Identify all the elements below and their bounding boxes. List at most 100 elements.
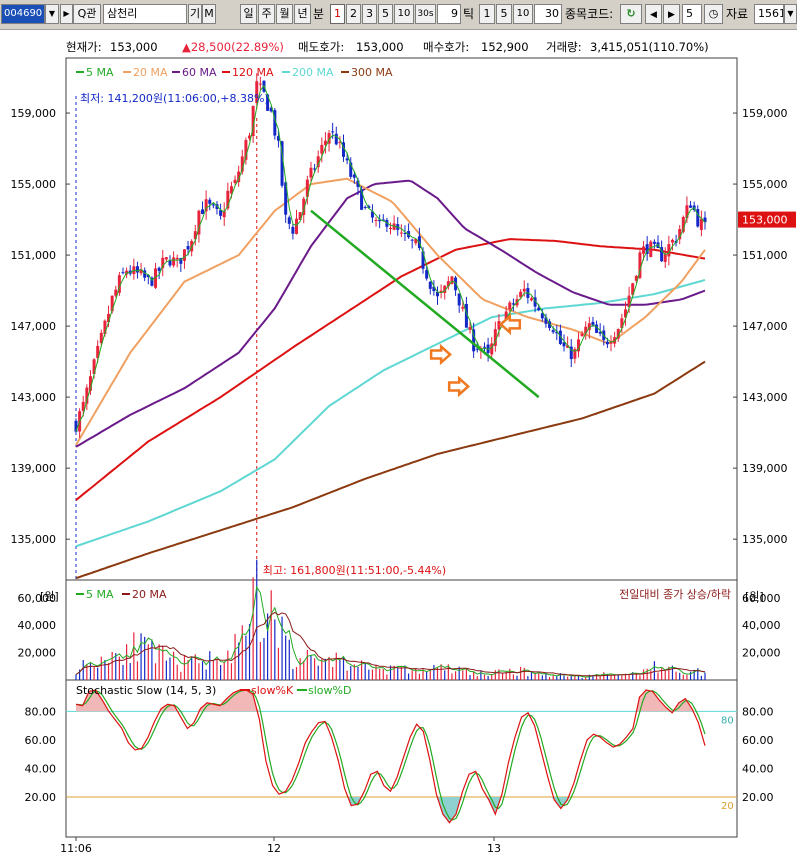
legend-label: 20 MA <box>133 66 168 79</box>
minute-10-button[interactable]: 10 <box>394 4 414 24</box>
period-day-button[interactable]: 일 <box>240 4 257 24</box>
candle-body <box>302 198 306 215</box>
candle-body <box>226 190 230 209</box>
candle-body <box>139 269 143 274</box>
code-dropdown-button[interactable]: ▼ <box>45 4 59 24</box>
stoch-ref-label-80: 80 <box>721 715 734 726</box>
tick-label: 틱 <box>463 7 475 21</box>
candle-body <box>493 329 497 346</box>
stock-search-button[interactable]: Q관 <box>73 4 101 24</box>
candle-body <box>685 205 689 219</box>
candle-body <box>598 331 602 334</box>
legend-label: 300 MA <box>351 66 393 79</box>
orange-arrow-icon <box>429 343 452 366</box>
seconds-30-button[interactable]: 30s <box>415 4 436 24</box>
candle-body <box>573 349 577 359</box>
stock-code-field[interactable]: 004690 <box>1 4 45 24</box>
candle-body <box>428 281 432 289</box>
unit-label-right: [원] <box>745 590 764 603</box>
candle-body <box>168 260 172 266</box>
y-tick-label-left: 155,000 <box>11 178 57 191</box>
candle-body <box>580 333 584 337</box>
clock-icon: ◷ <box>708 7 719 20</box>
stoch-legend-d: slow%D <box>308 684 351 697</box>
candle-body <box>269 107 273 112</box>
tick-5-button[interactable]: 5 <box>496 4 512 24</box>
candle-body <box>85 387 89 404</box>
candle-body <box>211 204 215 206</box>
candle-body <box>587 323 591 331</box>
next-button[interactable]: ▶ <box>663 4 680 24</box>
history-button[interactable]: ◷ <box>704 4 723 24</box>
candle-body <box>107 313 111 323</box>
candle-body <box>327 133 331 144</box>
prev-button[interactable]: ◀ <box>645 4 662 24</box>
candle-body <box>298 212 302 220</box>
candle-body <box>540 313 544 319</box>
candle-body <box>81 401 85 411</box>
candle-body <box>667 244 671 257</box>
chart-frame: 현재가: 153,000 ▲28,500(22.89%) 매도호가: 153,0… <box>0 30 797 855</box>
minute-2-button[interactable]: 2 <box>346 4 361 24</box>
y-tick-label-left: 143,000 <box>11 391 57 404</box>
y-tick-label-right: 151,000 <box>742 249 788 262</box>
minute-1-button[interactable]: 1 <box>330 4 345 24</box>
refresh-button[interactable]: ↻ <box>620 4 642 24</box>
legend-label: 200 MA <box>292 66 334 79</box>
candle-body <box>352 174 356 178</box>
candle-body <box>634 275 638 281</box>
candle-body <box>425 270 429 279</box>
data-count-dropdown[interactable]: ▼ <box>784 4 797 24</box>
period-week-button[interactable]: 주 <box>258 4 275 24</box>
volume-y-tick-right: 20,000 <box>742 647 781 660</box>
candle-body <box>642 246 646 254</box>
candle-body <box>164 257 168 260</box>
volume-legend-label: 20 MA <box>132 588 167 601</box>
minute-3-button[interactable]: 3 <box>362 4 377 24</box>
volume-value: 3,415,051(110.70%) <box>590 40 709 54</box>
candle-body <box>360 189 364 210</box>
stoch-ref-label-20: 20 <box>721 801 734 812</box>
stoch-y-tick-left: 80.00 <box>25 705 57 718</box>
period-month-button[interactable]: 월 <box>276 4 293 24</box>
tick-1-button[interactable]: 1 <box>479 4 495 24</box>
slow-k-line <box>75 689 706 824</box>
candle-body <box>584 326 588 334</box>
y-tick-label-right: 159,000 <box>742 107 788 120</box>
candle-body <box>457 293 461 306</box>
legend-label: 120 MA <box>232 66 274 79</box>
period-year-button[interactable]: 년 <box>294 4 311 24</box>
current-price-label: 현재가: <box>66 40 102 54</box>
tick-10-button[interactable]: 10 <box>513 4 533 24</box>
candle-body <box>222 211 226 218</box>
tick-value-field[interactable]: 9 <box>437 4 461 24</box>
y-tick-label-right: 155,000 <box>742 178 788 191</box>
candle-body <box>161 257 165 269</box>
candle-body <box>627 295 631 308</box>
candle-body <box>201 209 205 214</box>
gi-button[interactable]: 기 <box>188 4 202 24</box>
x-tick-label: 12 <box>267 842 281 855</box>
m-button[interactable]: M <box>202 4 216 24</box>
candle-body <box>349 162 353 177</box>
data-count-field[interactable]: 1561 <box>754 4 784 24</box>
candle-body <box>172 257 176 266</box>
stoch-y-tick-right: 80.00 <box>742 705 774 718</box>
left-arrow-icon: ◀ <box>650 10 657 20</box>
stock-name-field[interactable]: 삼천리 <box>103 4 187 24</box>
volume-ma5-line <box>75 585 706 678</box>
candle-body <box>110 295 114 312</box>
y-tick-label-left: 151,000 <box>11 249 57 262</box>
minute-5-button[interactable]: 5 <box>378 4 393 24</box>
candle-body <box>284 182 288 215</box>
candle-body <box>461 306 465 309</box>
stoch-y-tick-left: 20.00 <box>25 791 57 804</box>
ma200-line <box>75 278 706 548</box>
unit-label-left: [원] <box>40 590 59 603</box>
step-value-field[interactable]: 5 <box>682 4 702 24</box>
candle-body <box>197 210 201 235</box>
candle-body <box>392 223 396 230</box>
count-value-field[interactable]: 30 <box>534 4 562 24</box>
next-stock-button[interactable]: ▶ <box>60 4 73 24</box>
candle-body <box>182 249 186 261</box>
